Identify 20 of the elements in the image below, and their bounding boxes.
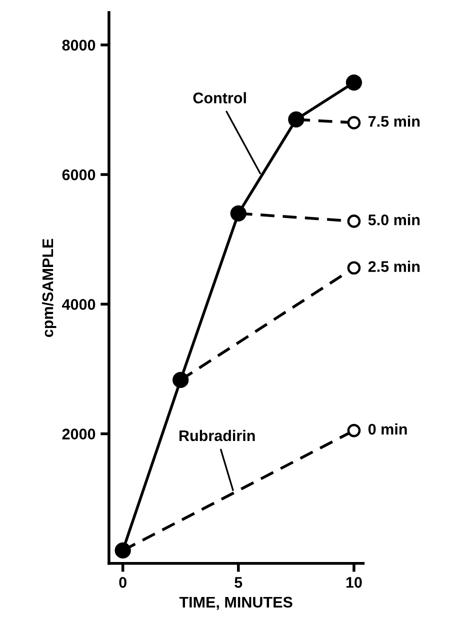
point bbox=[347, 214, 361, 228]
y-tick-label: 2000 bbox=[62, 428, 96, 440]
point bbox=[347, 424, 361, 438]
annotation: Rubradirin bbox=[180, 430, 255, 442]
text: 5.0 min bbox=[368, 214, 420, 226]
x-tick-label: 0 bbox=[119, 577, 126, 588]
x-tick-label: 10 bbox=[346, 577, 362, 588]
y-tick-label: 4000 bbox=[62, 299, 96, 310]
point bbox=[347, 261, 361, 275]
point bbox=[346, 74, 362, 91]
point bbox=[347, 116, 361, 130]
y-tick-label: 6000 bbox=[62, 169, 96, 180]
text: 0 min bbox=[368, 423, 407, 435]
x-axis-title: TIME, MINUTES bbox=[179, 596, 292, 610]
x-tick-label: 5 bbox=[234, 577, 242, 588]
text: 7.5 min bbox=[368, 116, 420, 127]
y-axis-title: cpm/SAMPLE bbox=[42, 238, 56, 338]
text: 2.5 min bbox=[368, 260, 420, 272]
annotation: Control bbox=[193, 92, 246, 104]
y-tick-label: 8000 bbox=[62, 40, 96, 51]
